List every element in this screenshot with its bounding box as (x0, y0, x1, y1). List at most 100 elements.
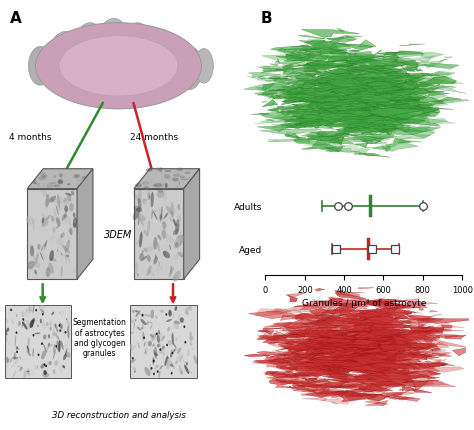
Polygon shape (379, 81, 388, 83)
Ellipse shape (27, 370, 29, 374)
Polygon shape (258, 330, 270, 332)
Ellipse shape (33, 334, 35, 337)
Ellipse shape (136, 240, 142, 245)
Ellipse shape (159, 349, 161, 351)
Ellipse shape (153, 350, 156, 357)
Polygon shape (337, 44, 373, 51)
Polygon shape (393, 369, 421, 375)
Polygon shape (285, 135, 300, 139)
Polygon shape (417, 344, 429, 350)
Polygon shape (346, 322, 403, 325)
Polygon shape (395, 374, 412, 379)
Polygon shape (282, 64, 309, 69)
Polygon shape (355, 77, 376, 81)
Polygon shape (364, 384, 402, 393)
Bar (134, 189, 183, 280)
Polygon shape (381, 112, 403, 115)
Polygon shape (258, 67, 294, 72)
Polygon shape (342, 61, 354, 64)
Polygon shape (358, 353, 383, 359)
Polygon shape (344, 374, 356, 377)
Polygon shape (397, 140, 423, 145)
Polygon shape (331, 89, 347, 93)
Polygon shape (404, 353, 427, 358)
Polygon shape (350, 92, 383, 97)
Polygon shape (399, 103, 417, 108)
Polygon shape (381, 362, 416, 365)
Polygon shape (289, 99, 340, 105)
Polygon shape (318, 112, 332, 118)
Ellipse shape (65, 342, 68, 348)
Polygon shape (393, 89, 423, 93)
Polygon shape (392, 87, 416, 92)
Ellipse shape (59, 183, 65, 186)
Polygon shape (266, 357, 281, 359)
Polygon shape (348, 129, 365, 130)
Ellipse shape (175, 219, 179, 236)
Polygon shape (352, 67, 355, 69)
Polygon shape (317, 332, 328, 334)
Polygon shape (333, 57, 355, 63)
Polygon shape (284, 56, 314, 61)
Polygon shape (370, 338, 397, 342)
Polygon shape (303, 337, 328, 341)
Polygon shape (377, 359, 389, 361)
Ellipse shape (67, 184, 71, 186)
Polygon shape (364, 317, 373, 319)
Polygon shape (383, 72, 402, 78)
Polygon shape (310, 350, 339, 356)
Polygon shape (365, 103, 394, 110)
Polygon shape (381, 360, 421, 365)
Polygon shape (303, 357, 314, 358)
Polygon shape (302, 105, 310, 108)
Polygon shape (360, 369, 373, 370)
Polygon shape (356, 123, 374, 125)
Ellipse shape (142, 182, 149, 186)
Ellipse shape (35, 333, 40, 335)
Ellipse shape (139, 254, 144, 262)
Polygon shape (386, 91, 402, 94)
Polygon shape (410, 371, 440, 376)
Polygon shape (326, 91, 342, 94)
Polygon shape (305, 327, 328, 332)
Polygon shape (377, 382, 410, 387)
Polygon shape (267, 140, 315, 142)
Ellipse shape (150, 334, 154, 338)
Polygon shape (348, 321, 372, 324)
Polygon shape (346, 64, 372, 70)
Polygon shape (390, 79, 399, 83)
Polygon shape (348, 98, 377, 109)
Polygon shape (314, 347, 361, 353)
Polygon shape (354, 326, 373, 332)
Ellipse shape (158, 371, 161, 378)
Polygon shape (362, 104, 377, 108)
Polygon shape (377, 115, 389, 119)
Polygon shape (351, 360, 379, 365)
Polygon shape (381, 99, 396, 101)
Polygon shape (273, 69, 319, 73)
Polygon shape (392, 52, 425, 55)
Polygon shape (362, 89, 405, 91)
Polygon shape (335, 291, 366, 300)
Polygon shape (320, 95, 329, 96)
Polygon shape (336, 351, 353, 356)
Polygon shape (283, 351, 302, 353)
Polygon shape (354, 335, 363, 337)
Polygon shape (319, 317, 334, 323)
Ellipse shape (42, 175, 46, 179)
Polygon shape (365, 147, 390, 150)
Polygon shape (282, 374, 321, 378)
Polygon shape (328, 102, 351, 106)
Polygon shape (346, 112, 393, 117)
Polygon shape (351, 75, 410, 81)
Polygon shape (398, 373, 411, 376)
Polygon shape (352, 71, 375, 74)
Polygon shape (273, 79, 293, 84)
Polygon shape (394, 83, 433, 90)
Polygon shape (380, 357, 399, 366)
Polygon shape (77, 169, 93, 280)
Polygon shape (380, 107, 410, 111)
Ellipse shape (132, 357, 134, 360)
Polygon shape (292, 135, 299, 138)
Polygon shape (340, 359, 349, 361)
